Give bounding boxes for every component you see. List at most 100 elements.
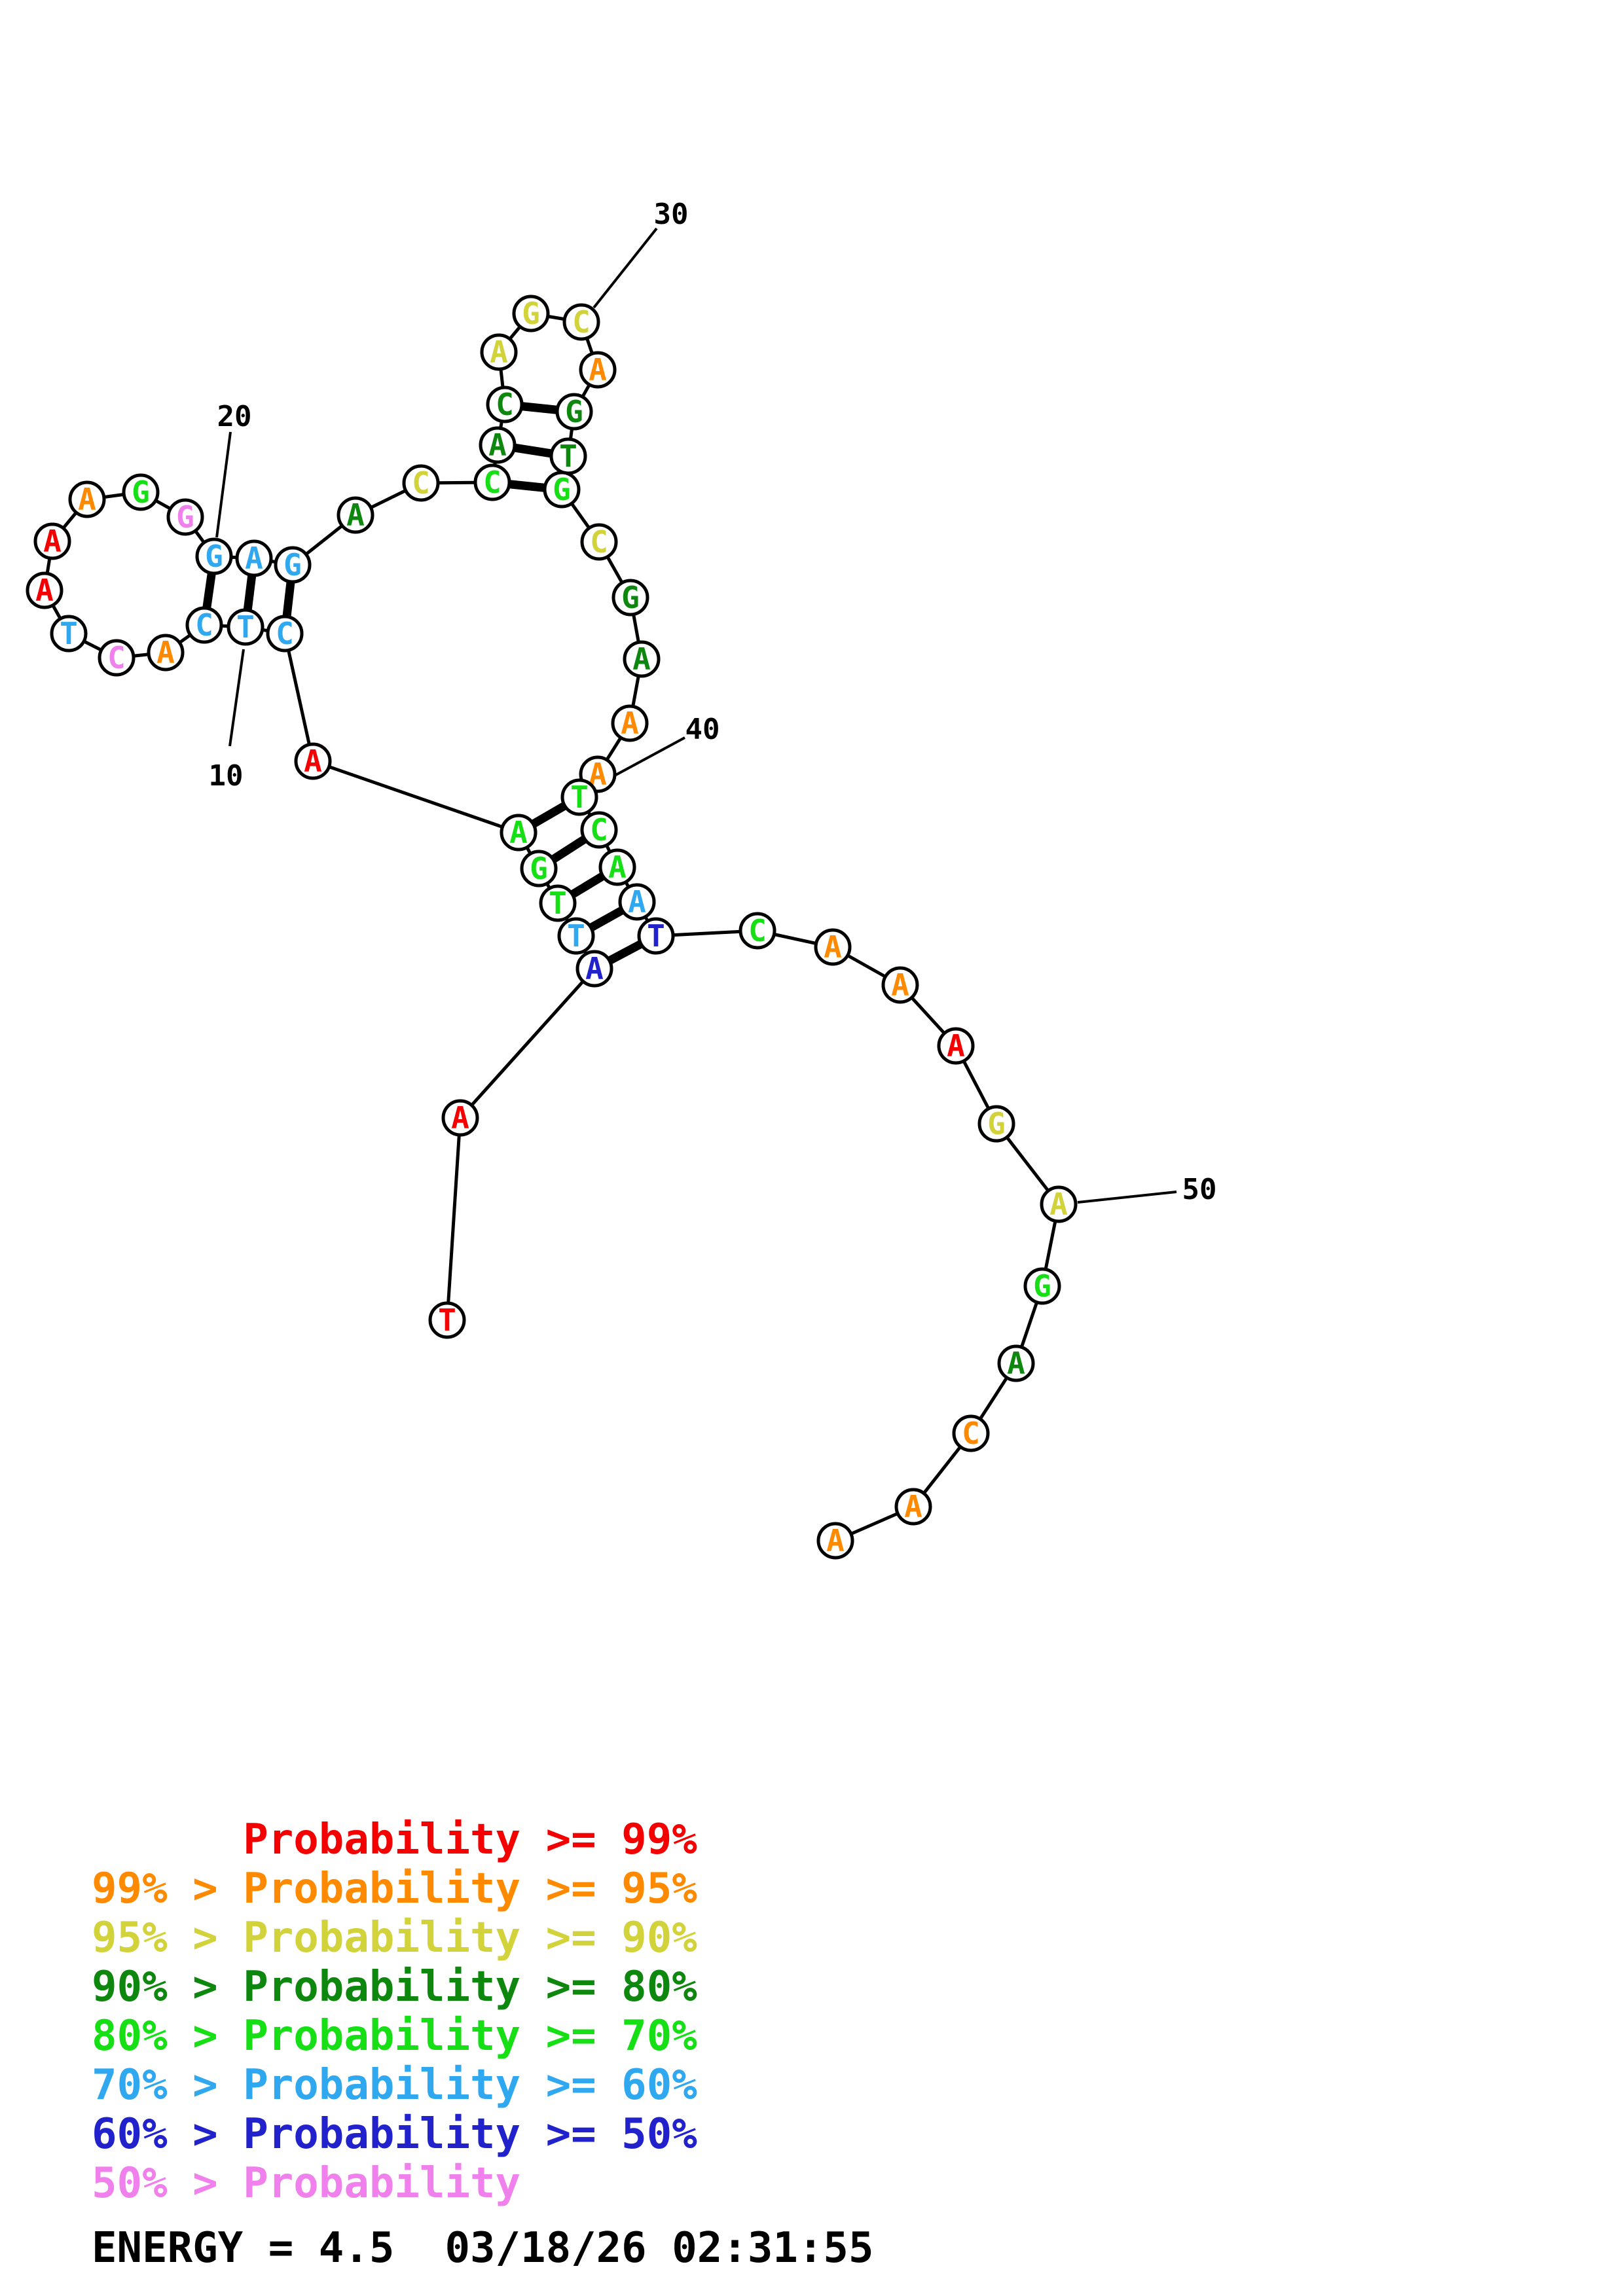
label-line xyxy=(215,431,232,538)
nucleotide-circle xyxy=(480,333,518,371)
nucleotide-circle xyxy=(814,928,852,966)
nucleotide-letter: C xyxy=(276,616,294,651)
nucleotide-letter: T xyxy=(236,609,255,645)
nucleotide-circle xyxy=(739,912,776,950)
nucleotide-letter: A xyxy=(245,541,263,576)
nucleotide-letter: A xyxy=(632,641,651,677)
nucleotide-circle xyxy=(195,537,233,575)
nucleotide-letter: A xyxy=(1049,1187,1068,1222)
nucleotide-letter: A xyxy=(628,884,646,920)
nucleotide-letter: C xyxy=(748,913,767,948)
position-label: 20 xyxy=(217,400,252,433)
nucleotide-circle xyxy=(122,473,160,511)
nucleotide-circle xyxy=(235,539,273,577)
legend-row-p90: 95% > Probability >= 90% xyxy=(92,1914,697,1962)
nucleotide-letter: A xyxy=(608,850,627,885)
nucleotide-letter: A xyxy=(826,1523,845,1558)
position-label: 50 xyxy=(1182,1173,1217,1206)
nucleotide-letter: T xyxy=(438,1302,456,1338)
position-label: 40 xyxy=(685,713,720,746)
position-label: 10 xyxy=(209,759,244,793)
nucleotide-circle xyxy=(473,463,511,501)
nucleotide-circle xyxy=(997,1344,1035,1382)
nucleotide-letter: A xyxy=(488,427,507,463)
nucleotide-circle xyxy=(560,778,598,816)
nucleotide-circle xyxy=(543,471,581,509)
nucleotide-letter: A xyxy=(585,951,604,986)
backbone-line xyxy=(445,1117,462,1321)
nucleotide-letter: C xyxy=(107,640,126,675)
label-line xyxy=(228,649,245,747)
legend-row-p50: 60% > Probability >= 50% xyxy=(92,2110,697,2159)
nucleotide-letter: G xyxy=(565,394,583,429)
legend-row-p95: 99% > Probability >= 95% xyxy=(92,1865,697,1913)
nucleotide-letter: C xyxy=(412,465,430,501)
nucleotide-circle xyxy=(894,1488,932,1526)
nucleotide-circle xyxy=(562,303,600,341)
nucleotide-circle xyxy=(637,917,675,955)
nucleotide-letter: C xyxy=(195,607,213,643)
nucleotide-letter: A xyxy=(1007,1346,1025,1381)
nucleotide-letter: A xyxy=(156,635,175,670)
nucleotide-letter: G xyxy=(522,296,540,331)
nucleotide-letter: A xyxy=(947,1028,965,1064)
nucleotide-letter: G xyxy=(553,472,571,507)
nucleotide-circle xyxy=(98,639,136,677)
nucleotide-circle xyxy=(557,917,595,955)
nucleotide-circle xyxy=(555,393,593,431)
nucleotide-circle xyxy=(816,1522,854,1560)
nucleotide-letter: G xyxy=(987,1106,1006,1141)
nucleotide-circle xyxy=(428,1301,466,1339)
nucleotide-circle xyxy=(50,615,88,653)
nucleotide-circle xyxy=(520,850,558,888)
nucleotide-letter: C xyxy=(483,465,501,500)
label-line xyxy=(1077,1191,1177,1204)
nucleotide-letter: G xyxy=(132,475,150,510)
nucleotide-circle xyxy=(26,571,64,609)
nucleotide-circle xyxy=(611,579,649,617)
nucleotide-letter: C xyxy=(496,387,514,422)
nucleotide-letter: A xyxy=(490,334,508,370)
nucleotide-circle xyxy=(1023,1267,1061,1305)
legend-row-p80: 90% > Probability >= 80% xyxy=(92,1963,697,2011)
nucleotide-circle xyxy=(33,522,71,560)
nucleotide-circle xyxy=(618,883,656,921)
nucleotide-letter: C xyxy=(590,524,608,560)
nucleotide-circle xyxy=(479,426,517,464)
nucleotide-circle xyxy=(486,386,524,423)
nucleotide-circle xyxy=(580,523,618,561)
legend-row-plt50: 50% > Probability xyxy=(92,2159,521,2208)
nucleotide-circle xyxy=(166,498,204,536)
nucleotide-letter: A xyxy=(78,482,96,517)
nucleotide-circle xyxy=(977,1105,1015,1143)
energy-status-line: ENERGY = 4.5 03/18/26 02:31:55 xyxy=(92,2224,874,2272)
nucleotide-circle xyxy=(512,295,550,332)
nucleotide-circle xyxy=(598,848,636,886)
nucleotide-circle xyxy=(539,884,577,922)
legend-row-p99: Probability >= 99% xyxy=(92,1816,697,1864)
label-line xyxy=(593,227,658,309)
nucleotide-circle xyxy=(1040,1185,1078,1223)
nucleotide-circle xyxy=(937,1027,975,1065)
nucleotide-circle xyxy=(611,704,649,742)
nucleotide-circle xyxy=(266,615,304,653)
nucleotide-letter: A xyxy=(891,967,909,1003)
nucleotide-letter: A xyxy=(304,744,322,779)
nucleotide-letter: T xyxy=(567,918,585,954)
nucleotide-letter: G xyxy=(205,539,223,574)
nucleotide-circle xyxy=(294,742,332,780)
nucleotide-letter: T xyxy=(60,616,78,651)
backbone-line xyxy=(283,633,315,762)
nucleotide-circle xyxy=(500,814,538,852)
nucleotide-circle xyxy=(274,546,312,584)
nucleotide-circle xyxy=(579,351,617,389)
nucleotide-circle xyxy=(227,608,264,646)
nucleotide-circle xyxy=(68,480,106,518)
nucleotide-letter: A xyxy=(621,706,639,741)
nucleotide-letter: C xyxy=(590,812,608,848)
nucleotide-letter: A xyxy=(509,815,528,850)
nucleotide-circle xyxy=(402,464,440,502)
probability-legend: Probability >= 99% 99% > Probability >= 9… xyxy=(92,1816,697,2208)
nucleotide-letter: A xyxy=(589,352,607,387)
